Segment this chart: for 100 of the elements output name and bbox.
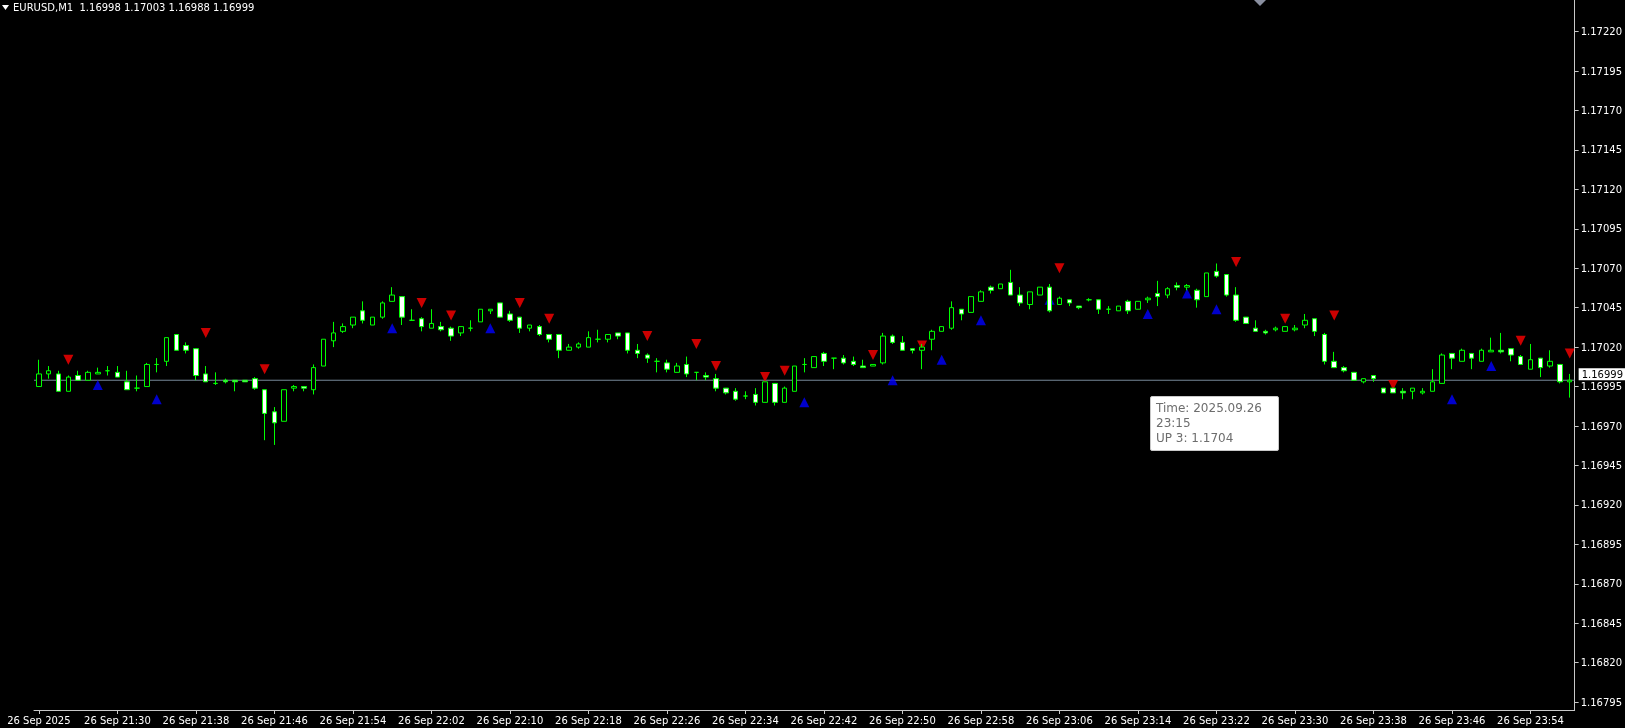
candlestick bbox=[919, 343, 925, 370]
point bbox=[1211, 304, 1222, 315]
candlestick bbox=[174, 333, 179, 351]
candlestick bbox=[183, 341, 189, 354]
y-tick-label: 1.16845 bbox=[1580, 617, 1623, 629]
candlestick bbox=[213, 371, 218, 386]
candlestick bbox=[1165, 286, 1170, 299]
x-tick-label: 26 Sep 22:18 bbox=[555, 714, 622, 726]
candlestick bbox=[1076, 305, 1082, 310]
x-tick-label: 26 Sep 21:54 bbox=[319, 714, 387, 726]
point bbox=[936, 354, 947, 365]
candlestick bbox=[959, 308, 964, 321]
point bbox=[711, 361, 722, 372]
candlestick bbox=[85, 370, 91, 381]
candlestick bbox=[1253, 319, 1258, 332]
candlestick bbox=[998, 283, 1003, 290]
candlestick bbox=[458, 326, 464, 337]
y-tick-label: 1.17145 bbox=[1580, 144, 1623, 156]
candlestick bbox=[115, 365, 120, 378]
x-tick-label: 26 Sep 22:42 bbox=[790, 714, 858, 726]
candlestick bbox=[95, 367, 101, 375]
candlestick bbox=[831, 357, 837, 370]
candlestick bbox=[154, 357, 159, 373]
y-tick-label: 1.16870 bbox=[1580, 578, 1623, 590]
candlestick bbox=[1528, 343, 1533, 370]
candlestick bbox=[1567, 373, 1572, 399]
point bbox=[887, 375, 898, 386]
candlestick bbox=[615, 332, 621, 340]
candlestick bbox=[1538, 357, 1543, 378]
x-tick-label: 26 Sep 21:38 bbox=[162, 714, 230, 726]
candlestick bbox=[360, 300, 365, 324]
y-tick-label: 1.16945 bbox=[1580, 459, 1623, 471]
x-tick-label: 26 Sep 23:46 bbox=[1418, 714, 1486, 726]
candlestick bbox=[900, 335, 905, 351]
candlestick bbox=[713, 373, 719, 392]
y-tick-label: 1.17220 bbox=[1580, 26, 1623, 38]
point bbox=[1515, 335, 1526, 346]
candlestick bbox=[1371, 375, 1376, 383]
point bbox=[63, 354, 74, 365]
candlestick bbox=[556, 333, 562, 359]
annotation: Time: 2025.09.26 23:15 bbox=[1156, 401, 1263, 431]
x-tick-label: 26 Sep 22:50 bbox=[869, 714, 936, 726]
candlestick bbox=[331, 321, 336, 348]
x-tick-label: 26 Sep 22:02 bbox=[398, 714, 465, 726]
candlestick bbox=[75, 370, 81, 381]
candlestick bbox=[1469, 352, 1474, 370]
candlestick bbox=[1233, 286, 1239, 323]
candlestick bbox=[438, 321, 444, 332]
candlestick bbox=[1174, 281, 1180, 291]
point bbox=[1142, 308, 1153, 319]
candlestick bbox=[625, 332, 630, 354]
candlestick bbox=[1282, 326, 1288, 332]
candlestick bbox=[134, 375, 140, 392]
y-tick-label: 1.16895 bbox=[1580, 538, 1623, 550]
candlestick bbox=[1037, 286, 1043, 296]
point bbox=[1280, 313, 1291, 324]
point bbox=[691, 338, 702, 349]
candlestick bbox=[1331, 351, 1337, 369]
candlestick bbox=[1027, 291, 1033, 310]
candlestick bbox=[1341, 365, 1347, 373]
point bbox=[868, 350, 879, 360]
point bbox=[544, 313, 555, 324]
y-tick-label: 1.17120 bbox=[1580, 183, 1623, 195]
point bbox=[1054, 263, 1065, 274]
candlestick bbox=[1420, 387, 1425, 395]
y-tick-label: 1.17020 bbox=[1580, 341, 1623, 353]
candlestick bbox=[674, 362, 680, 373]
candlestick bbox=[1116, 305, 1121, 312]
candlestick bbox=[635, 343, 640, 359]
candlestick bbox=[1273, 326, 1278, 332]
point bbox=[1446, 394, 1457, 405]
candlestick bbox=[782, 386, 787, 403]
y-tick-label: 1.17045 bbox=[1580, 302, 1623, 314]
point bbox=[1388, 379, 1399, 390]
candlestick bbox=[478, 308, 483, 323]
point bbox=[387, 323, 398, 334]
candlestick bbox=[772, 382, 778, 406]
candlestick bbox=[1145, 296, 1151, 304]
x-tick-label: 26 Sep 23:14 bbox=[1104, 714, 1172, 726]
x-tick-label: 26 Sep 21:46 bbox=[241, 714, 308, 726]
point bbox=[485, 323, 496, 334]
point bbox=[799, 397, 810, 408]
candlestick bbox=[851, 356, 856, 367]
x-tick-label: 26 Sep 22:58 bbox=[947, 714, 1015, 726]
candlestick bbox=[252, 376, 258, 391]
y-tick-label: 1.17095 bbox=[1580, 223, 1623, 235]
candlestick bbox=[1430, 368, 1435, 392]
candlestick bbox=[1410, 387, 1415, 400]
candlestick bbox=[880, 332, 886, 365]
candlestick bbox=[272, 406, 277, 446]
candlestick bbox=[821, 351, 827, 367]
point bbox=[779, 365, 790, 376]
candlestick bbox=[1155, 280, 1160, 307]
candlestick bbox=[66, 375, 71, 392]
candlestick bbox=[1449, 352, 1455, 370]
x-tick-label: 26 Sep 22:26 bbox=[633, 714, 701, 726]
x-tick-label: 26 Sep 2025 bbox=[7, 714, 71, 726]
candlestick bbox=[1381, 387, 1386, 394]
candlestick bbox=[1243, 316, 1249, 324]
candlestick bbox=[860, 359, 866, 369]
